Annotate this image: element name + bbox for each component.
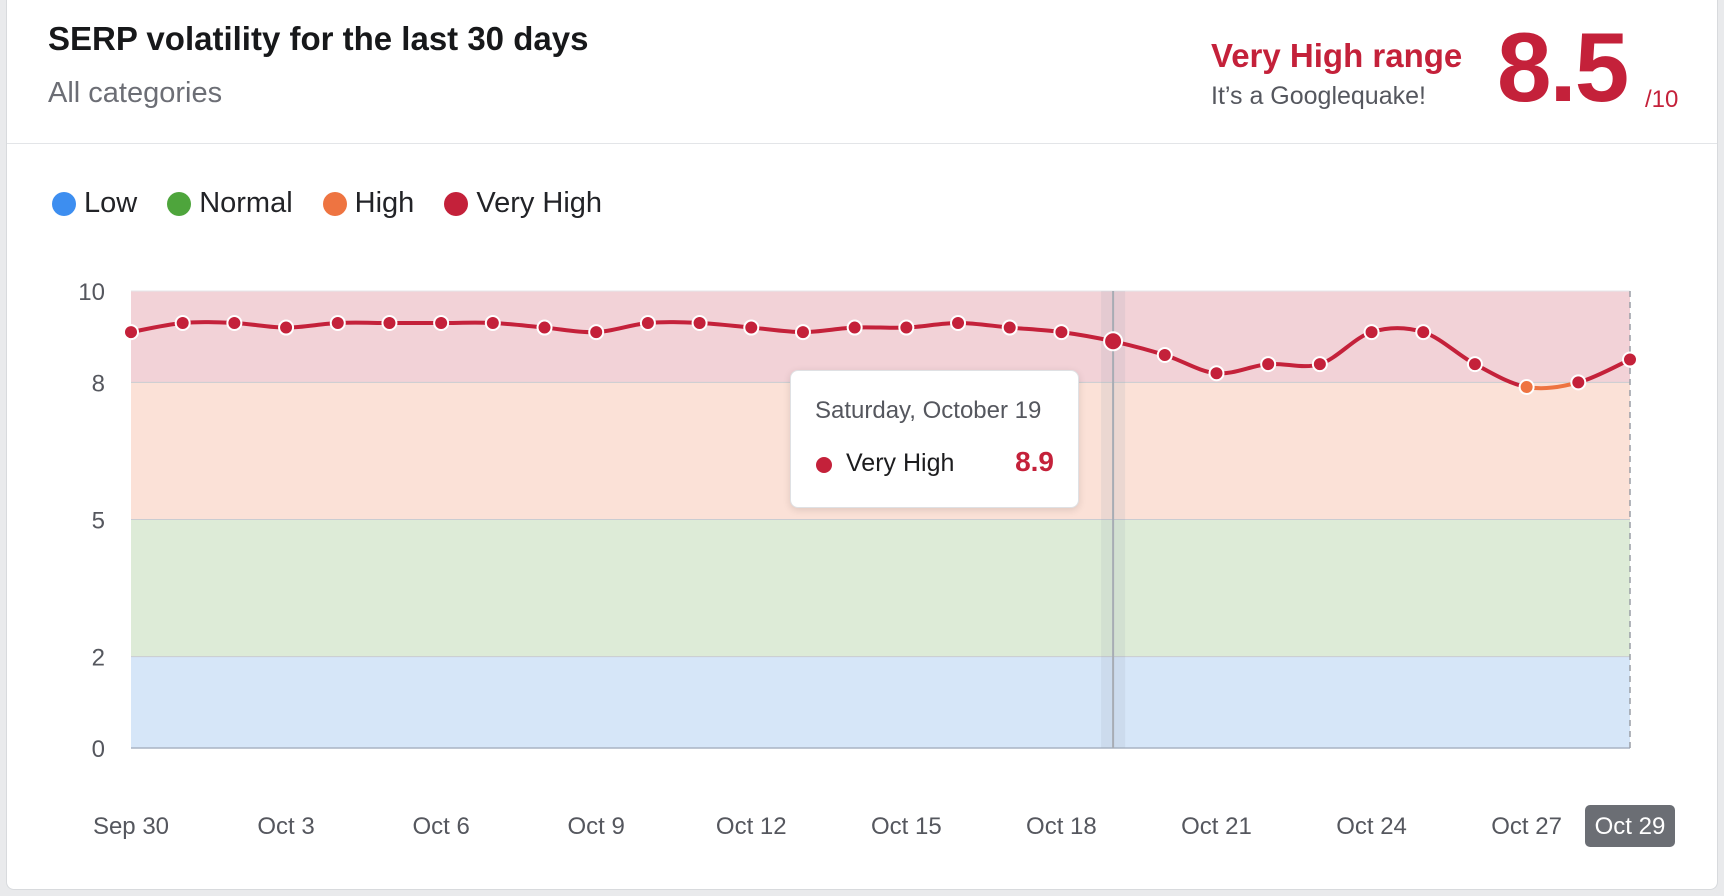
data-point: [433, 314, 450, 331]
data-point: [536, 319, 553, 336]
data-point: [1260, 356, 1277, 373]
data-point: [123, 324, 139, 341]
x-tick-label: Sep 30: [93, 813, 169, 840]
y-tick-label: 2: [92, 645, 105, 672]
legend-label: Normal: [199, 187, 293, 219]
chart-legend: Low Normal High Very High: [52, 187, 632, 220]
category-filter[interactable]: All categories: [48, 77, 223, 109]
data-point: [174, 314, 191, 331]
legend-label: Low: [84, 187, 138, 219]
data-point: [588, 324, 605, 341]
y-tick-label: 8: [92, 370, 105, 397]
x-tick-label: Oct 21: [1181, 813, 1252, 840]
x-tick-label: Oct 24: [1336, 813, 1407, 840]
x-tick-label: Oct 3: [257, 813, 314, 840]
data-point: [1415, 324, 1432, 341]
data-point: [381, 314, 398, 331]
data-point: [278, 319, 295, 336]
data-point: [1001, 319, 1018, 336]
data-point: [1363, 324, 1380, 341]
data-point: [1053, 324, 1070, 341]
legend-dot-icon: [322, 191, 347, 216]
chart-tooltip: Saturday, October 19 Very High 8.9: [790, 370, 1079, 508]
tooltip-series-name: Very High: [846, 449, 955, 477]
data-point: [950, 314, 967, 331]
x-tick-label: Oct 9: [568, 813, 625, 840]
data-point: [898, 319, 915, 336]
legend-dot-icon: [444, 191, 469, 216]
legend-dot-icon: [52, 191, 76, 216]
data-point: [329, 314, 346, 331]
data-point: [1156, 346, 1173, 363]
data-point: [1466, 356, 1483, 373]
volatility-card: SERP volatility for the last 30 days All…: [6, 0, 1718, 890]
data-point: [1622, 351, 1638, 368]
volatility-score: 8.5: [1497, 12, 1629, 122]
score-max: /10: [1645, 86, 1679, 113]
legend-dot-icon: [167, 191, 192, 216]
y-tick-label: 0: [92, 736, 105, 763]
legend-item-very-high[interactable]: Very High: [444, 187, 602, 220]
data-point: [743, 319, 760, 336]
legend-item-normal[interactable]: Normal: [167, 187, 293, 220]
x-tick-label: Oct 12: [716, 813, 787, 840]
legend-item-low[interactable]: Low: [52, 187, 137, 220]
data-point: [691, 314, 708, 331]
data-point: [1103, 331, 1124, 352]
data-point: [1518, 378, 1535, 395]
band-normal: [131, 519, 1630, 657]
tooltip-date: Saturday, October 19: [815, 397, 1042, 424]
page-title: SERP volatility for the last 30 days: [48, 20, 589, 57]
data-point: [639, 314, 656, 331]
y-tick-label: 10: [78, 279, 105, 306]
x-tick-label: Oct 18: [1026, 813, 1097, 840]
tooltip-series-dot-icon: [816, 457, 832, 473]
x-tick-label: Oct 29: [1595, 813, 1666, 840]
data-point: [226, 314, 243, 331]
data-point: [794, 324, 811, 341]
x-tick-label: Oct 15: [871, 813, 942, 840]
data-point: [484, 314, 501, 331]
data-point: [1311, 356, 1328, 373]
x-tick-highlight: [1585, 805, 1675, 847]
legend-label: Very High: [476, 187, 603, 219]
range-description: It’s a Googlequake!: [1211, 82, 1426, 110]
data-point: [1570, 374, 1587, 391]
tooltip-value: 8.9: [1015, 446, 1054, 477]
legend-item-high[interactable]: High: [322, 187, 415, 220]
x-tick-label: Oct 27: [1491, 813, 1562, 840]
range-label: Very High range: [1211, 37, 1463, 74]
band-very-high: [131, 291, 1630, 383]
y-tick-label: 5: [92, 508, 105, 535]
data-point: [1208, 365, 1225, 382]
data-point: [846, 319, 863, 336]
card-header: SERP volatility for the last 30 days All…: [7, 0, 1717, 144]
x-tick-label: Oct 6: [412, 813, 469, 840]
band-low: [131, 656, 1630, 748]
legend-label: High: [354, 187, 415, 219]
